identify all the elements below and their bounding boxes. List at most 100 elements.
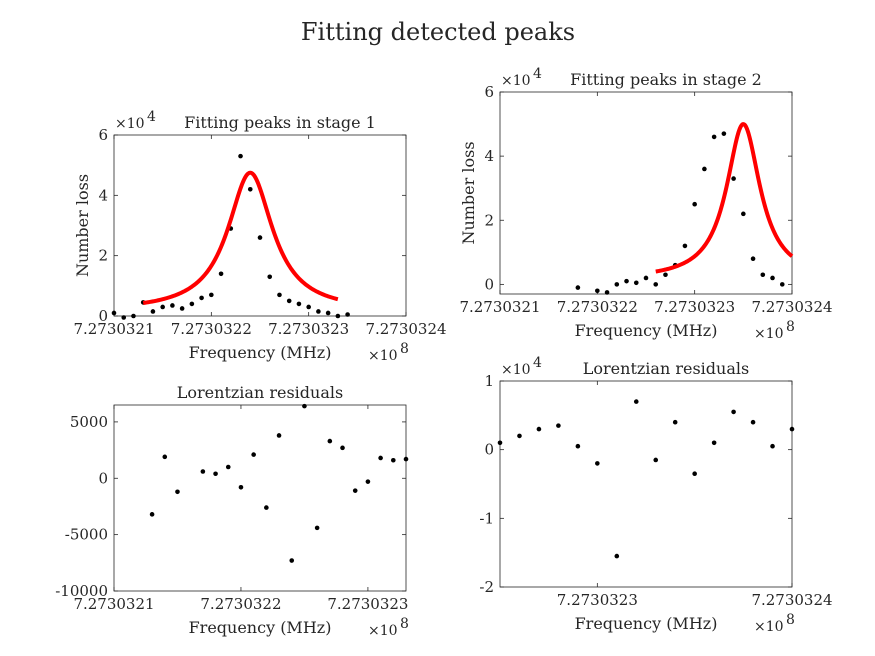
data-point [702,166,707,172]
data-point [653,282,659,287]
data-point [335,313,341,319]
data-point [160,304,165,310]
y-tick-label: 1 [484,372,494,390]
data-point [276,433,282,438]
x-tick-label: 7.2730321 [73,595,154,613]
data-point [306,304,311,310]
data-point [199,295,204,301]
data-point [267,274,273,280]
data-point [575,443,581,449]
y-tick-label: 6 [98,126,108,144]
data-point [789,426,795,432]
x-axis-multiplier: ×10 [368,348,398,364]
data-point [633,280,639,286]
data-point [213,471,218,477]
data-point [352,488,358,493]
x-tick-label: 7.2730322 [200,595,281,613]
axes-title: Lorentzian residuals [583,359,749,378]
data-point [238,153,243,159]
data-point [672,419,678,425]
data-point [325,310,331,316]
x-axis-multiplier-exponent: 8 [786,319,795,335]
data-point [209,292,214,298]
data-point [750,256,756,262]
data-point [289,558,295,563]
data-point [316,309,321,314]
y-axis-multiplier: ×10 [501,73,531,89]
y-axis-multiplier: ×10 [115,116,145,132]
axes-title: Lorentzian residuals [177,383,343,402]
axes-title: Fitting peaks in stage 2 [570,70,762,89]
lorentzian-fit-line [654,122,794,274]
axes-box [113,404,407,592]
data-point [391,457,396,463]
y-axis-multiplier: ×10 [501,362,531,378]
data-point [179,306,185,311]
data-point [314,525,320,531]
data-point [257,235,263,240]
data-point [277,292,282,298]
data-point [731,409,736,415]
data-point [175,489,180,495]
data-point [340,445,345,451]
x-axis-multiplier-exponent: 8 [786,612,795,628]
x-tick-label: 7.2730323 [557,591,638,609]
data-point [247,187,253,192]
data-point [536,426,542,432]
x-axis-label: Frequency (MHz) [575,614,718,633]
x-axis-multiplier: ×10 [368,623,398,639]
axes-title: Fitting peaks in stage 1 [184,113,376,132]
data-point [149,512,155,517]
data-point [403,456,409,462]
x-axis-multiplier-exponent: 8 [400,341,409,357]
x-tick-label: 7.2730321 [73,320,154,338]
y-tick-label: 0 [484,275,494,293]
axes-box [499,91,793,295]
data-point [264,505,269,510]
x-tick-label: 7.2730323 [327,595,408,613]
data-point [345,312,350,317]
x-tick-label: 7.2730321 [459,298,540,316]
y-tick-label: 0 [484,441,494,459]
x-tick-label: 7.2730324 [751,591,832,609]
data-point [150,309,156,314]
data-point [633,399,639,404]
y-tick-label: 6 [484,83,494,101]
data-point [302,403,307,409]
x-tick-label: 7.2730323 [268,320,349,338]
panel-stage1-residuals: 7.2730321 7.2730322 7.2730323 -10000 -5000 0 5… [55,383,409,639]
y-tick-label: -1 [479,509,494,527]
data-point [721,131,727,136]
data-point [770,443,775,449]
y-tick-label: 4 [484,147,494,165]
data-point [189,301,195,307]
x-tick-label: 7.2730323 [654,298,735,316]
data-point [692,201,697,207]
data-point [624,278,629,284]
panel-stage2-fit: 7.2730321 7.2730322 7.2730323 7.2730324 0 2 4 6… [459,66,833,342]
x-axis-label: Frequency (MHz) [189,343,332,362]
data-point [731,176,736,181]
data-point [170,303,175,308]
x-axis-multiplier: ×10 [754,619,784,635]
data-point [286,298,292,304]
data-point [614,553,620,559]
x-tick-label: 7.2730324 [751,298,832,316]
data-point [251,452,256,457]
x-tick-label: 7.2730324 [365,320,446,338]
x-axis-multiplier: ×10 [754,326,784,342]
panel-stage1-fit: 7.2730321 7.2730322 7.2730323 7.2730324 0 2 4 6… [73,109,447,364]
data-point [711,134,717,140]
data-point [365,479,371,484]
data-point [296,301,302,307]
y-axis-multiplier-exponent: 4 [533,355,542,371]
data-point [575,285,581,290]
data-point [750,419,756,425]
data-point [595,461,600,466]
y-tick-label: 4 [98,186,108,204]
y-tick-label: -2 [479,578,494,596]
y-tick-label: 0 [98,469,108,487]
x-axis-label: Frequency (MHz) [575,321,718,340]
data-point [200,469,206,474]
